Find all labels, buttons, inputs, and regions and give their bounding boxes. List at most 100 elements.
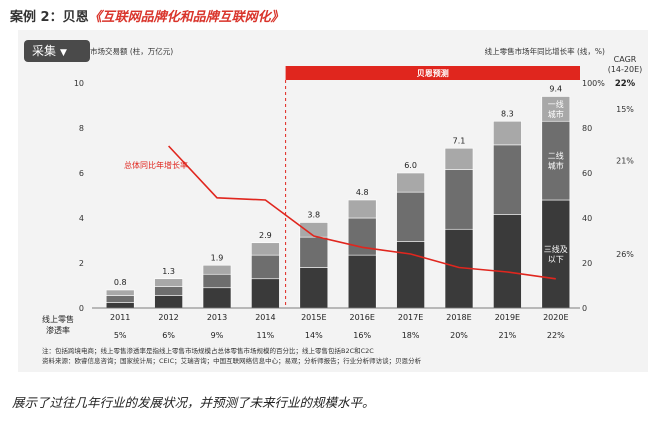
x-tick-label: 2012 <box>158 313 178 322</box>
bar-segment-3 <box>444 147 474 170</box>
case-heading: 案例 2：贝恩《互联网品牌化和品牌互联网化》 <box>10 6 284 25</box>
caret-down-icon: ▼ <box>60 48 67 58</box>
penetration-row-label: 渗透率 <box>46 325 70 335</box>
bar-total-label: 4.8 <box>356 188 369 197</box>
penetration-value: 9% <box>211 331 224 340</box>
x-tick-label: 2019E <box>495 313 520 322</box>
segment-label: 一线 <box>548 99 564 109</box>
bar-segment-2 <box>154 286 183 296</box>
chart-notes: 注：包括跨境电商；线上零售渗透率是指线上零售市场规模占总体零售市场规模的百分比；… <box>42 347 421 366</box>
segment-label: 城市 <box>548 109 564 119</box>
penetration-value: 21% <box>499 331 517 340</box>
bar-segment-3 <box>347 199 377 219</box>
bar-total-label: 7.1 <box>453 136 466 145</box>
bar-total-label: 1.3 <box>162 267 175 276</box>
bar-segment-3 <box>202 264 232 275</box>
bar-total-label: 8.3 <box>501 109 514 118</box>
segment-label: 二线 <box>548 151 564 161</box>
right-tick-label: 40 <box>582 214 592 223</box>
book-title: 《互联网品牌化和品牌互联网化》 <box>88 10 284 25</box>
cagr-total: 22% <box>615 79 636 89</box>
bar-segment-2 <box>251 254 280 280</box>
bar-total-label: 6.0 <box>404 161 417 170</box>
penetration-value: 18% <box>402 331 420 340</box>
penetration-value: 16% <box>353 331 371 340</box>
bar-segment-2 <box>396 191 425 242</box>
left-tick-label: 4 <box>79 214 84 223</box>
segment-label: 城市 <box>548 161 564 171</box>
penetration-value: 20% <box>450 331 468 340</box>
x-tick-label: 2015E <box>301 313 326 322</box>
penetration-value: 22% <box>547 331 565 340</box>
bar-segment-2 <box>105 295 135 303</box>
source-line: 资料来源：欧睿信息咨询；国家统计局；CEIC；艾瑞咨询；中国互联网络信息中心；易… <box>42 356 422 365</box>
x-tick-label: 2016E <box>349 313 374 322</box>
x-tick-label: 2018E <box>446 313 471 322</box>
bar-segment-1 <box>493 214 522 309</box>
bar-segment-3 <box>154 278 183 287</box>
penetration-value: 5% <box>114 331 127 340</box>
bar-segment-1 <box>396 241 425 309</box>
bar-segment-1 <box>105 302 135 309</box>
collect-button[interactable]: 采集 ▼ <box>24 40 90 62</box>
bar-total-label: 2.9 <box>259 231 272 240</box>
cagr-segment-value: 26% <box>616 250 634 259</box>
bar-segment-2 <box>493 144 522 215</box>
cagr-title: CAGR <box>614 55 637 64</box>
growth-line-label: 总体同比年增长率 <box>124 160 188 170</box>
bar-segment-2 <box>541 120 571 201</box>
note-line: 注：包括跨境电商；线上零售渗透率是指线上零售市场规模占总体零售市场规模的百分比；… <box>42 347 374 355</box>
x-tick-label: 2011 <box>110 313 130 322</box>
right-axis-label: 线上零售市场年同比增长率 (线，%) <box>485 46 605 56</box>
penetration-row-label: 线上零售 <box>42 314 74 324</box>
bar-total-label: 1.9 <box>211 253 224 262</box>
forecast-banner <box>285 66 580 80</box>
x-tick-label: 2020E <box>543 313 568 322</box>
bar-segment-1 <box>154 295 183 309</box>
bar-segment-1 <box>299 267 329 309</box>
case-label: 案例 2：贝恩 <box>10 10 89 25</box>
forecast-banner-label: 贝恩预测 <box>417 68 449 78</box>
right-tick-label: 20 <box>582 259 592 268</box>
left-tick-label: 8 <box>79 124 84 133</box>
bar-total-label: 0.8 <box>114 278 127 287</box>
caption: 展示了过往几年行业的发展状况，并预测了未来行业的规模水平。 <box>12 395 375 410</box>
right-tick-label: 100% <box>582 79 605 88</box>
bar-segment-1 <box>251 278 280 309</box>
bar-segment-3 <box>105 289 135 296</box>
x-tick-label: 2013 <box>207 313 227 322</box>
left-tick-label: 10 <box>74 79 84 88</box>
right-tick-label: 80 <box>582 124 592 133</box>
penetration-value: 14% <box>305 331 323 340</box>
collect-label: 采集 <box>32 44 57 58</box>
segment-label: 以下 <box>548 255 564 264</box>
segment-label: 三线及 <box>544 244 568 254</box>
right-tick-label: 0 <box>582 304 587 313</box>
cagr-segment-value: 15% <box>616 105 634 114</box>
bar-segment-2 <box>347 217 377 256</box>
bar-segment-1 <box>202 287 232 309</box>
bar-segment-1 <box>347 254 377 309</box>
penetration-value: 11% <box>257 331 275 340</box>
x-tick-label: 2014 <box>255 313 275 322</box>
bar-segment-2 <box>202 273 232 289</box>
left-tick-label: 6 <box>79 169 84 178</box>
bar-segment-1 <box>541 199 571 309</box>
bar-segment-3 <box>493 120 522 146</box>
right-tick-label: 60 <box>582 169 592 178</box>
bar-segment-2 <box>444 169 474 230</box>
cagr-segment-value: 21% <box>616 157 634 166</box>
x-tick-label: 2017E <box>398 313 423 322</box>
left-tick-label: 0 <box>79 304 84 313</box>
bar-segment-2 <box>299 236 329 268</box>
left-tick-label: 2 <box>79 259 84 268</box>
bar-segment-3 <box>396 172 425 193</box>
bar-segment-3 <box>541 96 571 122</box>
bar-total-label: 3.8 <box>307 211 320 220</box>
penetration-value: 6% <box>162 331 175 340</box>
growth-line <box>168 145 556 280</box>
bar-segment-3 <box>299 222 329 238</box>
left-axis-label: 线上零售市场交易额 (柱，万亿元) <box>60 46 173 56</box>
bar-segment-3 <box>251 242 280 256</box>
